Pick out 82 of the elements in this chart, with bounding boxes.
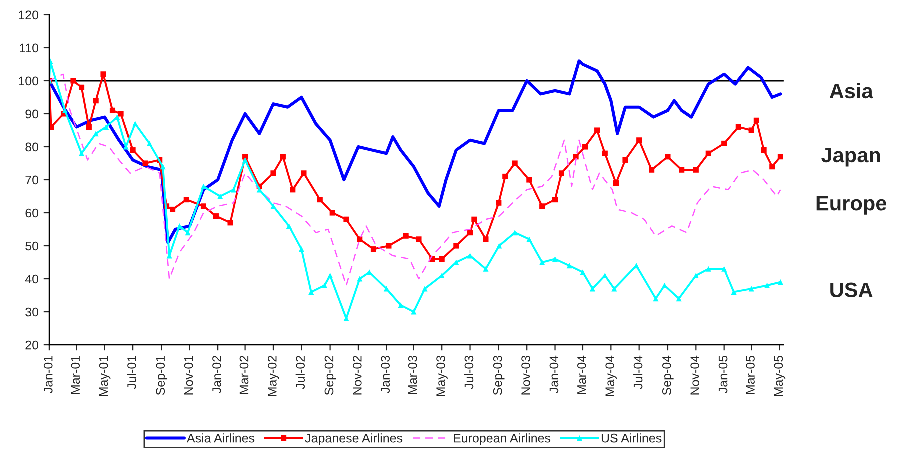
y-tick-label: 100 [19,76,39,86]
y-tick-label: 60 [26,208,39,218]
x-tick-label: May-03 [436,356,448,396]
legend-label: Japanese Airlines [305,434,403,446]
x-tick-label: Nov-04 [690,356,700,395]
y-tick-label: 30 [26,308,39,317]
point [185,230,191,236]
x-tick-label: Sep-03 [493,356,505,396]
point [79,150,85,156]
point [676,296,682,302]
point [566,263,572,269]
text: Europe [816,196,887,215]
x-tick-label: Jul-03 [464,356,474,390]
point [200,184,207,190]
y-tick-label: 50 [26,242,39,251]
x-tick-label: Jan-04 [550,356,559,394]
x-tick-label: Nov-01 [184,356,194,395]
point [322,282,328,288]
y-tick-label: 110 [20,44,39,53]
x-tick-label: May-05 [774,356,786,396]
point [270,204,276,210]
point [778,280,784,286]
x-tick-label: May-04 [606,356,617,396]
point [93,131,99,137]
point [328,272,334,279]
x-tick-label: Jan-05 [718,356,728,394]
text: Japan [822,148,880,167]
x-tick-label: Mar-03 [408,356,418,394]
x-tick-label: Jul-02 [296,356,306,390]
x-tick-label: Nov-02 [352,356,362,395]
point [411,309,417,315]
point [103,124,110,130]
point [218,194,224,200]
point [496,243,502,249]
legend-label: Asia Airlines [186,434,255,443]
point [653,296,659,302]
point [286,223,292,229]
y-tick-label: 20 [26,340,39,350]
x-tick-label: Nov-03 [522,356,530,395]
point [160,164,166,170]
point [731,289,737,296]
x-tick-label: Jan-02 [212,356,222,394]
legend-label: European Airlines [454,434,551,446]
x-tick-label: Jul-04 [634,356,643,390]
point [764,282,770,288]
point [357,276,363,282]
point [722,266,728,272]
point [552,256,558,262]
point [398,302,404,308]
point [242,157,248,163]
y-tick-label: 80 [26,142,39,152]
point [114,114,120,120]
point [540,260,546,266]
legend-label: US Airlines [602,434,662,443]
text: USA [830,282,873,298]
y-tick-label: 120 [19,10,39,20]
point [483,266,489,272]
text: Asia [830,83,874,99]
point [62,108,68,114]
x-tick-label: Mar-01 [71,356,80,394]
x-tick-label: Jan-01 [44,356,53,394]
y-tick-label: 70 [26,176,39,185]
x-tick-label: Sep-02 [324,356,336,396]
x-tick-label: Sep-01 [156,356,168,396]
point [308,289,314,296]
point [422,286,428,292]
y-tick-label: 40 [25,274,39,284]
x-tick-label: Jan-03 [381,356,390,394]
x-tick-label: May-02 [268,356,280,396]
x-tick-label: Mar-02 [240,356,249,394]
x-tick-label: Mar-04 [577,356,586,394]
point [298,246,304,252]
x-tick-label: Sep-04 [662,356,674,396]
point [146,140,152,146]
x-tick-label: Mar-05 [746,356,755,394]
y-tick-label: 90 [26,110,39,119]
point [580,270,586,276]
x-tick-label: May-01 [99,356,111,396]
x-tick-label: Jul-01 [127,356,136,390]
point [706,266,712,272]
point [230,187,237,193]
point [693,272,699,279]
